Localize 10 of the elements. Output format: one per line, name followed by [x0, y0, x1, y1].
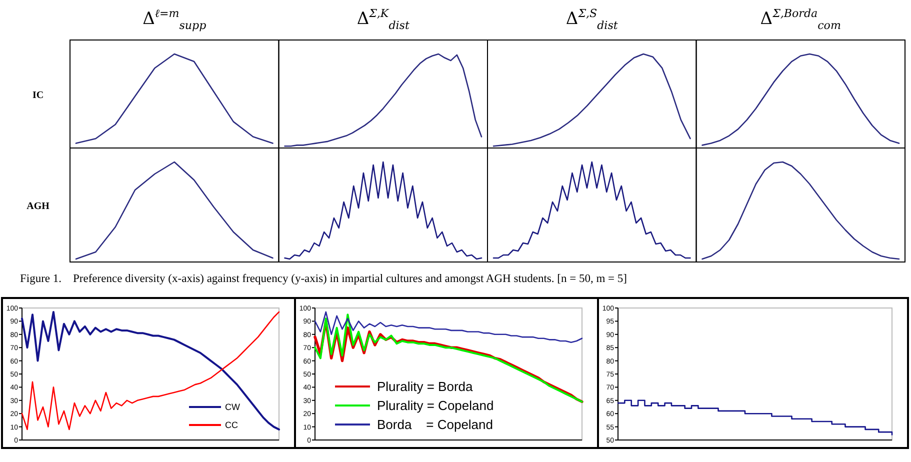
legend-label: Plurality = Borda [377, 379, 474, 394]
y-axis-title: IC [32, 90, 44, 101]
legend-label: Borda = Copeland [377, 417, 493, 432]
line-series [314, 311, 583, 343]
caption: Figure 1. Preference diversity (x-axis) against frequency (y-axis) in impartial cultures and amongst AGH students. [n = 50, m = 5] [20, 273, 627, 285]
y-axis-title: AGH [26, 201, 50, 212]
legend-label: CW [225, 402, 240, 412]
line-series [21, 310, 280, 430]
legend-label: CC [225, 420, 238, 430]
legend-label: Plurality = Copeland [377, 398, 494, 414]
